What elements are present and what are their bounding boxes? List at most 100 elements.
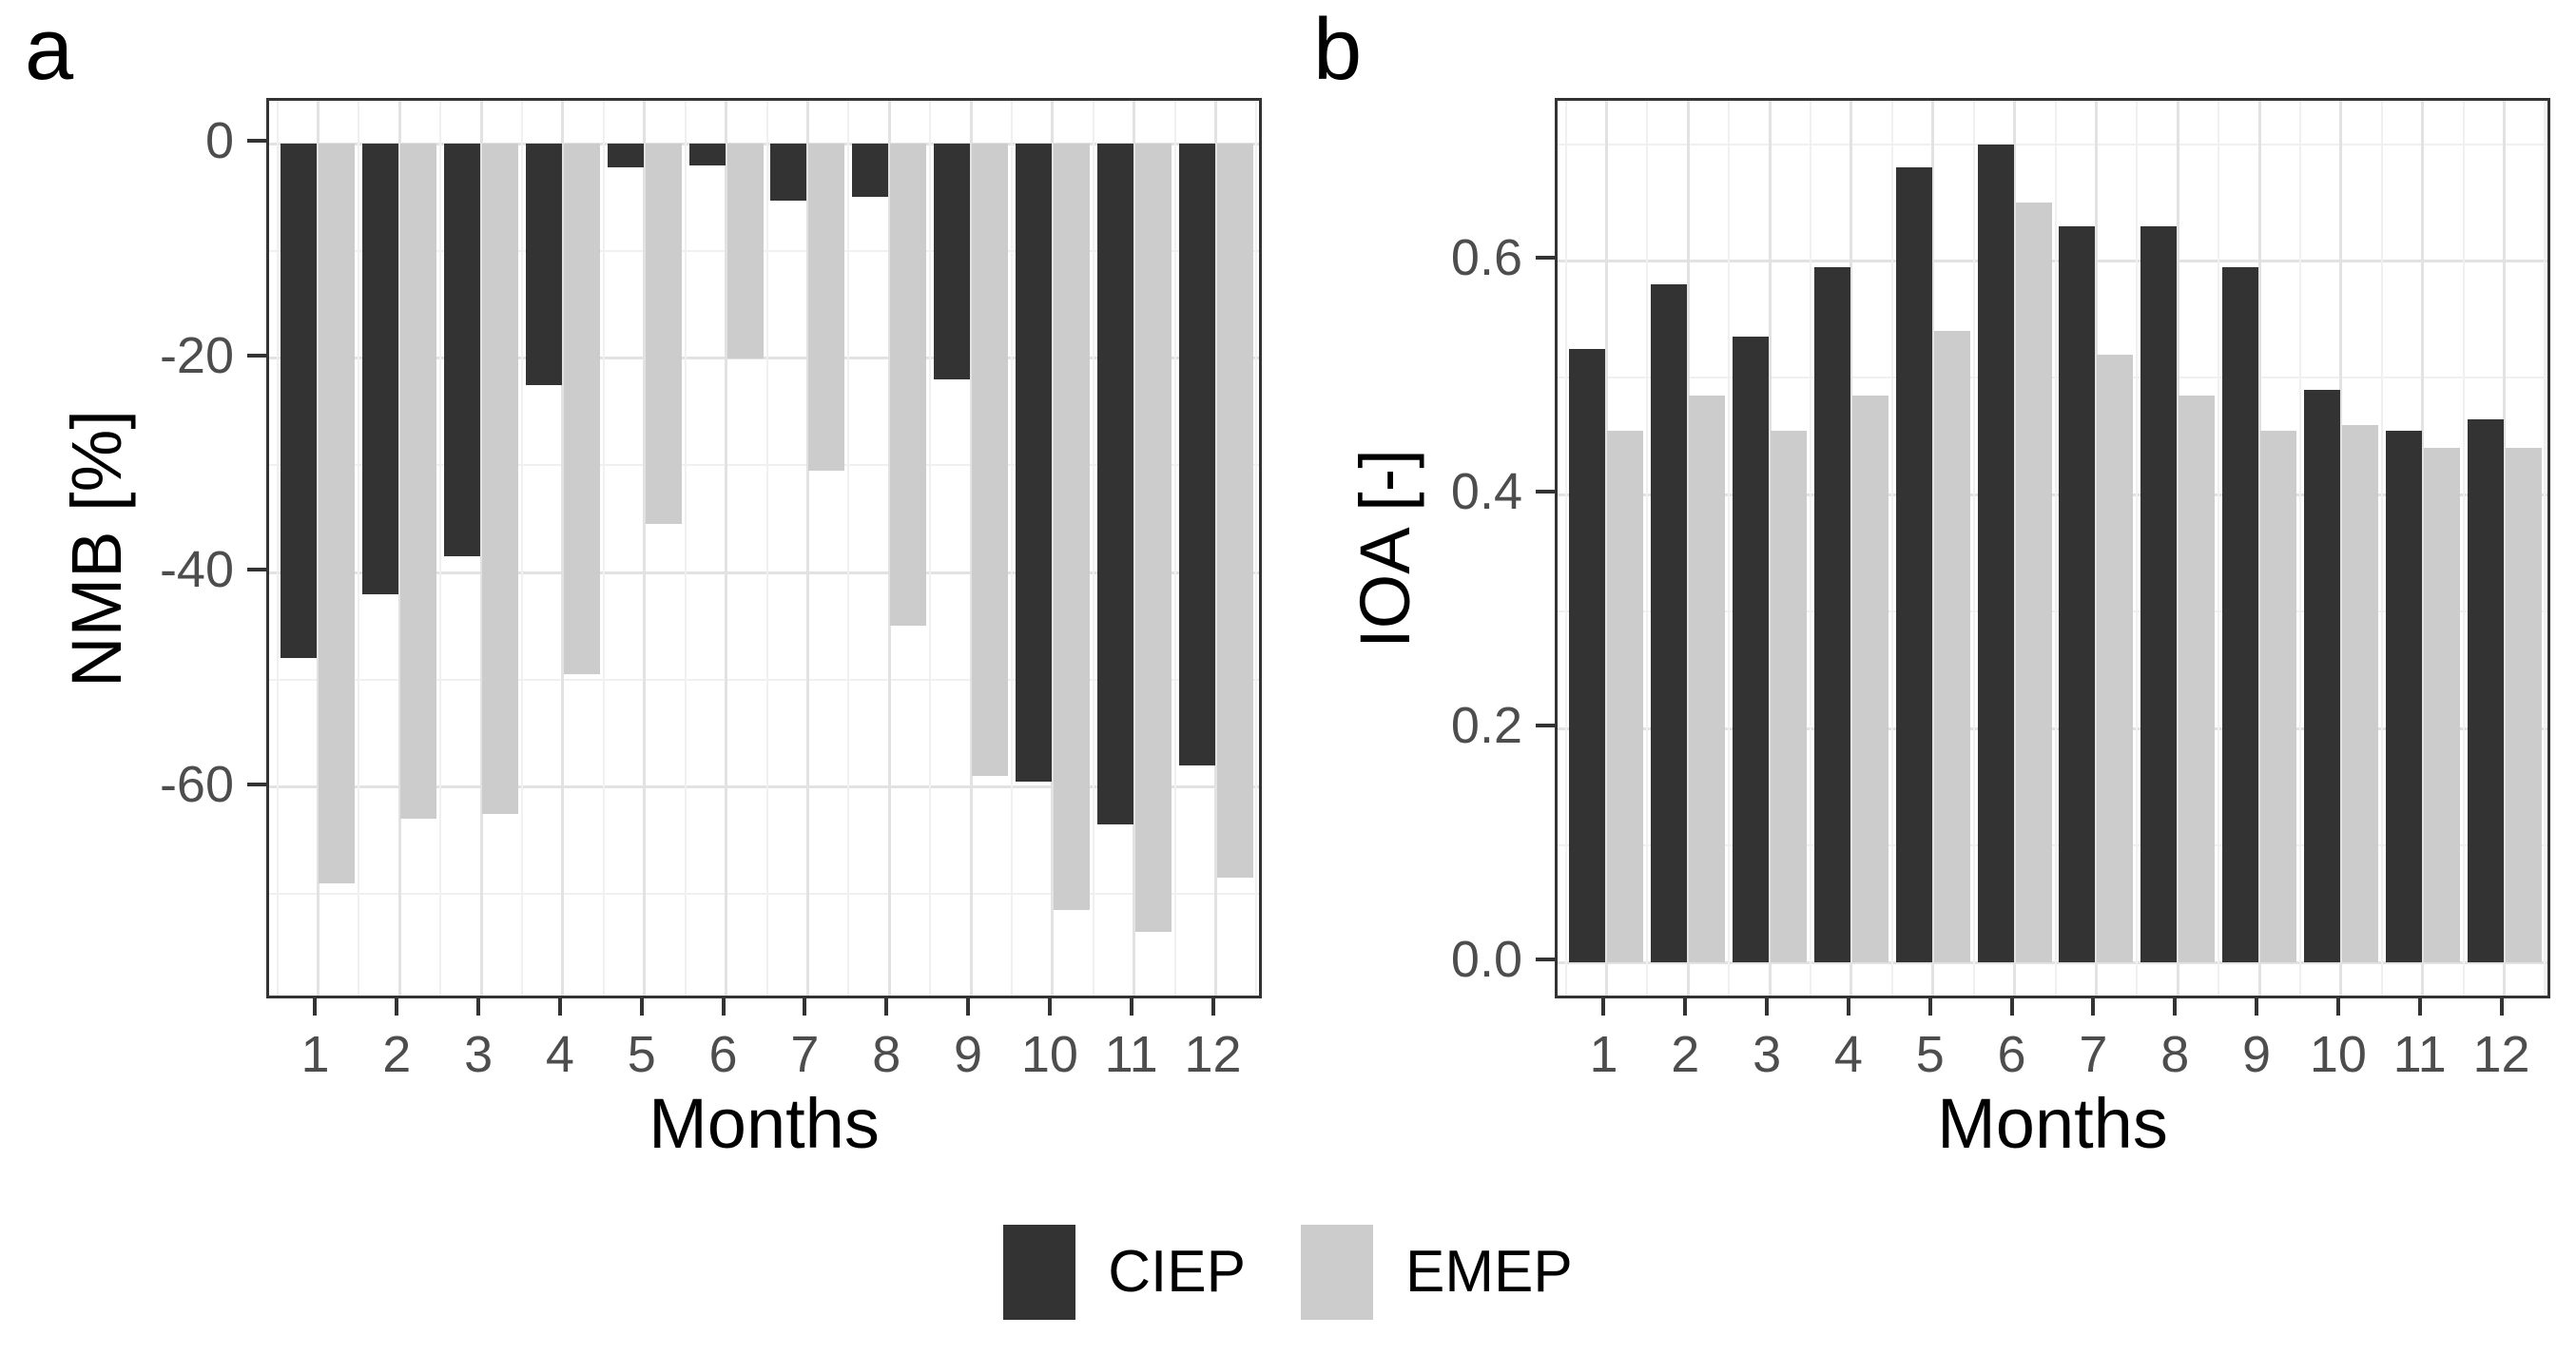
gridline-minor-h [269, 678, 1259, 681]
bar-emep-m1-b [1607, 430, 1644, 963]
gridline-major-v [1051, 101, 1055, 996]
y-tick-label: -40 [159, 541, 234, 599]
gridline-minor-v [684, 101, 687, 996]
gridline-major-v [2257, 101, 2261, 996]
gridline-major-v [643, 101, 647, 996]
gridline-major-v [1214, 101, 1217, 996]
y-tick-mark [247, 139, 266, 144]
gridline-major-v [1686, 101, 1690, 996]
x-tick-mark [1765, 998, 1770, 1016]
gridline-major-v [479, 101, 483, 996]
bar-emep-m5-b [1933, 331, 1970, 963]
x-tick-label: 1 [1589, 1026, 1618, 1083]
bar-ciep-m5-a [607, 144, 644, 167]
x-tick-label: 11 [2392, 1026, 2447, 1083]
bar-emep-m9-b [2260, 430, 2297, 963]
gridline-major-h [269, 571, 1259, 574]
y-tick-mark [1536, 490, 1555, 494]
bar-ciep-m3-a [444, 144, 481, 557]
legend-swatch-ciep [1003, 1225, 1076, 1320]
gridline-major-h [1558, 259, 2547, 262]
x-tick-label: 1 [300, 1026, 330, 1083]
bar-ciep-m6-b [1977, 144, 2014, 963]
gridline-minor-v [1810, 101, 1812, 996]
y-tick-mark [247, 353, 266, 358]
x-tick-label: 5 [627, 1026, 656, 1083]
bar-ciep-m2-a [362, 144, 399, 594]
panel-letter-b: b [1313, 1, 1363, 98]
gridline-major-v [2013, 101, 2017, 996]
x-tick-mark [966, 998, 971, 1016]
gridline-minor-h [1558, 844, 2547, 847]
y-tick-label: 0 [204, 112, 234, 170]
x-tick-mark [639, 998, 644, 1016]
gridline-minor-v [1255, 101, 1258, 996]
x-tick-mark [1047, 998, 1052, 1016]
gridline-minor-h [269, 464, 1259, 467]
bar-ciep-m4-b [1813, 266, 1850, 963]
x-tick-label: 12 [2472, 1026, 2530, 1083]
x-tick-mark [1601, 998, 1606, 1016]
bar-emep-m8-b [2179, 395, 2216, 963]
gridline-major-v [1604, 101, 1608, 996]
bar-ciep-m6-a [688, 144, 726, 165]
bar-ciep-m3-b [1733, 337, 1770, 963]
gridline-minor-v [2298, 101, 2301, 996]
bar-ciep-m9-b [2222, 266, 2259, 963]
bar-ciep-m12-b [2467, 418, 2504, 963]
gridline-major-v [2094, 101, 2098, 996]
x-tick-mark [2009, 998, 2014, 1016]
y-tick-label: -20 [159, 326, 234, 384]
y-axis-title-a: NMB [%] [57, 409, 136, 687]
gridline-major-h [269, 357, 1259, 360]
gridline-minor-v [1646, 101, 1649, 996]
bar-emep-m4-b [1851, 395, 1888, 963]
gridline-major-v [1931, 101, 1935, 996]
bar-ciep-m8-a [852, 144, 889, 198]
gridline-minor-v [521, 101, 524, 996]
bar-emep-m12-b [2505, 448, 2542, 963]
x-tick-mark [2173, 998, 2178, 1016]
plot-area-a [266, 98, 1262, 998]
bar-ciep-m7-b [2059, 225, 2096, 963]
gridline-minor-v [2462, 101, 2465, 996]
x-tick-mark [313, 998, 318, 1016]
x-tick-label: 8 [2160, 1026, 2190, 1083]
gridline-major-v [1133, 101, 1136, 996]
y-tick-mark [1536, 958, 1555, 962]
gridline-minor-v [1564, 101, 1567, 996]
gridline-minor-v [929, 101, 932, 996]
x-tick-mark [2499, 998, 2504, 1016]
gridline-major-v [805, 101, 809, 996]
bar-ciep-m8-b [2140, 225, 2178, 963]
x-tick-mark [2091, 998, 2096, 1016]
bar-emep-m10-a [1053, 144, 1090, 911]
gridline-minor-h [269, 893, 1259, 896]
legend: CIEP EMEP [0, 1225, 2576, 1320]
x-tick-mark [2417, 998, 2422, 1016]
y-tick-label: 0.6 [1450, 229, 1522, 287]
x-tick-label: 4 [1833, 1026, 1863, 1083]
x-tick-mark [395, 998, 399, 1016]
gridline-major-h [269, 785, 1259, 789]
legend-label-emep: EMEP [1405, 1239, 1573, 1305]
y-tick-mark [247, 568, 266, 572]
gridline-minor-v [276, 101, 279, 996]
x-tick-label: 9 [2242, 1026, 2272, 1083]
y-axis-title-b: IOA [-] [1346, 448, 1424, 648]
gridline-minor-v [847, 101, 850, 996]
x-tick-mark [1927, 998, 1932, 1016]
gridline-major-v [887, 101, 891, 996]
gridline-minor-v [1972, 101, 1975, 996]
gridline-minor-v [1728, 101, 1731, 996]
gridline-minor-v [1173, 101, 1176, 996]
x-tick-mark [1683, 998, 1688, 1016]
bar-ciep-m9-a [934, 144, 971, 380]
bar-emep-m7-a [808, 144, 845, 471]
gridline-major-v [2339, 101, 2343, 996]
bar-emep-m10-b [2341, 424, 2378, 963]
gridline-major-v [561, 101, 565, 996]
x-tick-label: 3 [464, 1026, 494, 1083]
x-tick-label: 11 [1104, 1026, 1158, 1083]
bar-ciep-m2-b [1651, 284, 1688, 963]
